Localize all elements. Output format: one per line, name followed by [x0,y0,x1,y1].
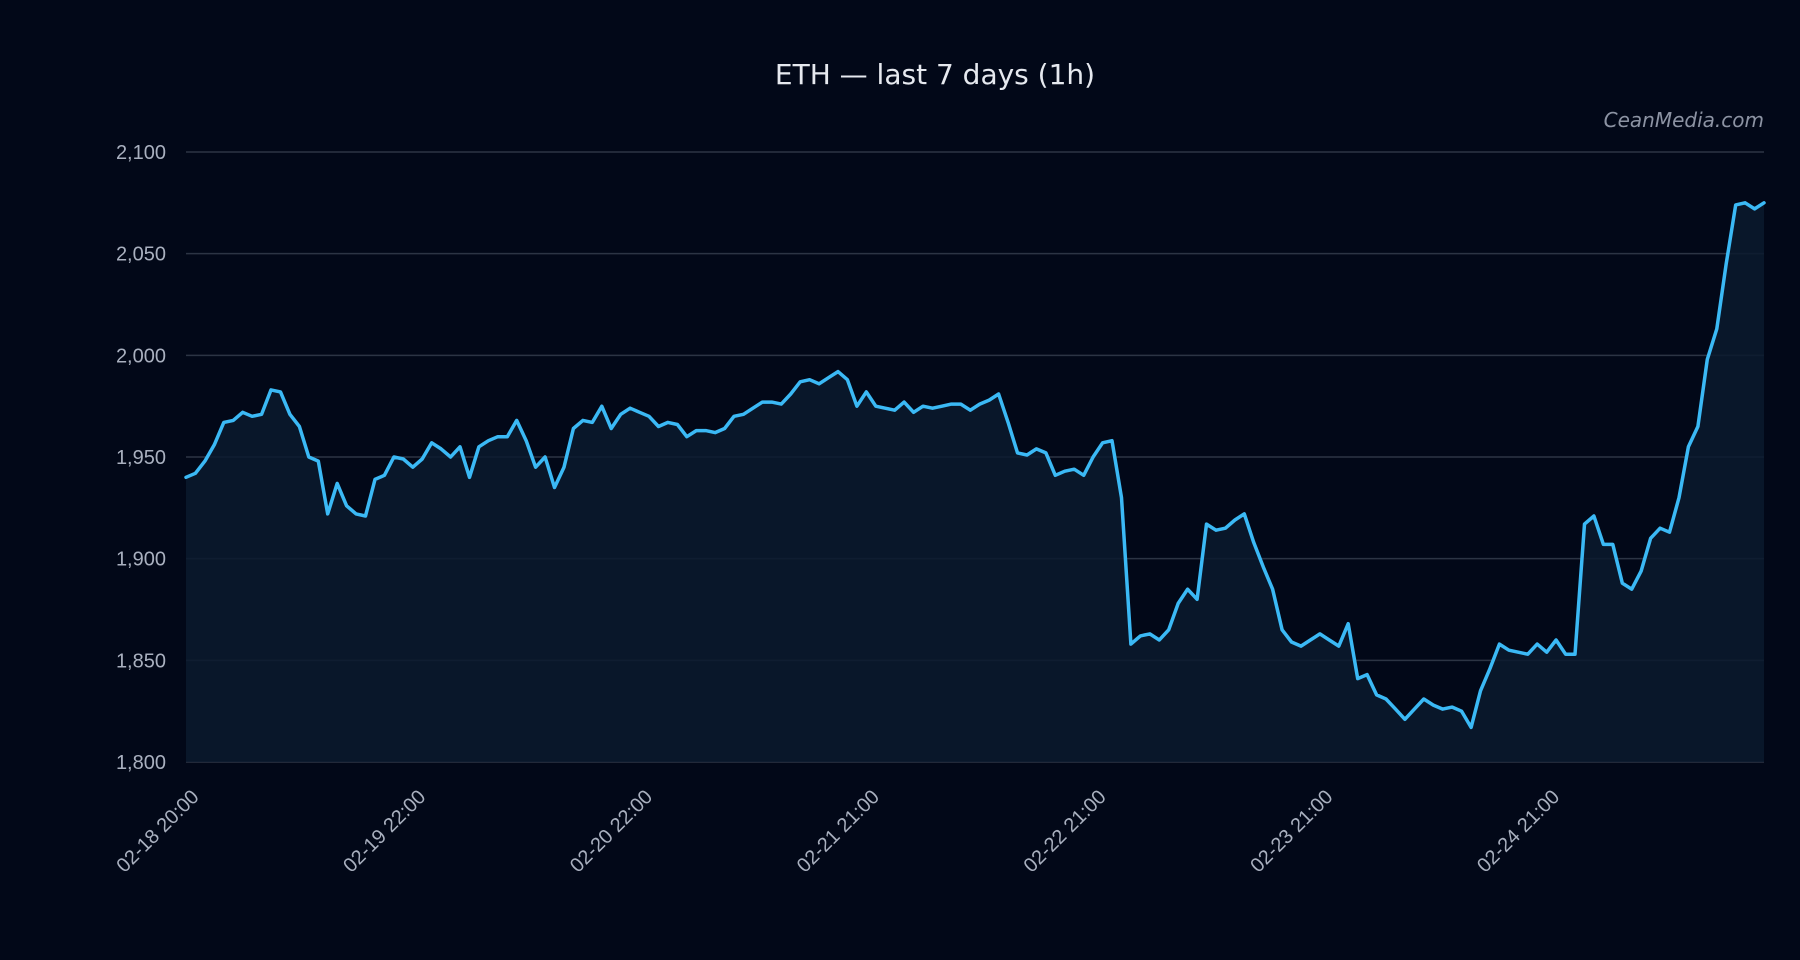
x-tick-label: 02-18 20:00 [112,786,203,877]
x-axis: 02-18 20:00 02-19 22:00 02-20 22:00 02-21 2… [112,786,1564,877]
price-series-line [184,201,1766,730]
y-tick-label: 2,000 [116,345,166,367]
x-tick-label: 02-22 21:00 [1020,786,1111,877]
y-tick-label: 1,850 [116,650,166,672]
y-tick-label: 1,900 [116,549,166,571]
x-tick-label: 02-19 22:00 [339,786,430,877]
x-tick-label: 02-23 21:00 [1246,786,1337,877]
plot-area [184,201,1766,763]
y-axis: 1,800 1,850 1,900 1,950 2,000 2,050 2,100 [116,142,166,774]
chart-title: ETH — last 7 days (1h) [775,58,1095,91]
x-tick-label: 02-21 21:00 [793,786,884,877]
x-tick-label: 02-24 21:00 [1473,786,1564,877]
x-tick-label: 02-20 22:00 [566,786,657,877]
price-area-fill [186,202,1764,763]
y-tick-label: 1,800 [116,752,166,774]
y-tick-label: 2,050 [116,244,166,266]
y-tick-label: 2,100 [116,142,166,164]
watermark-text: CeanMedia.com [1604,108,1764,132]
y-tick-label: 1,950 [116,447,166,469]
